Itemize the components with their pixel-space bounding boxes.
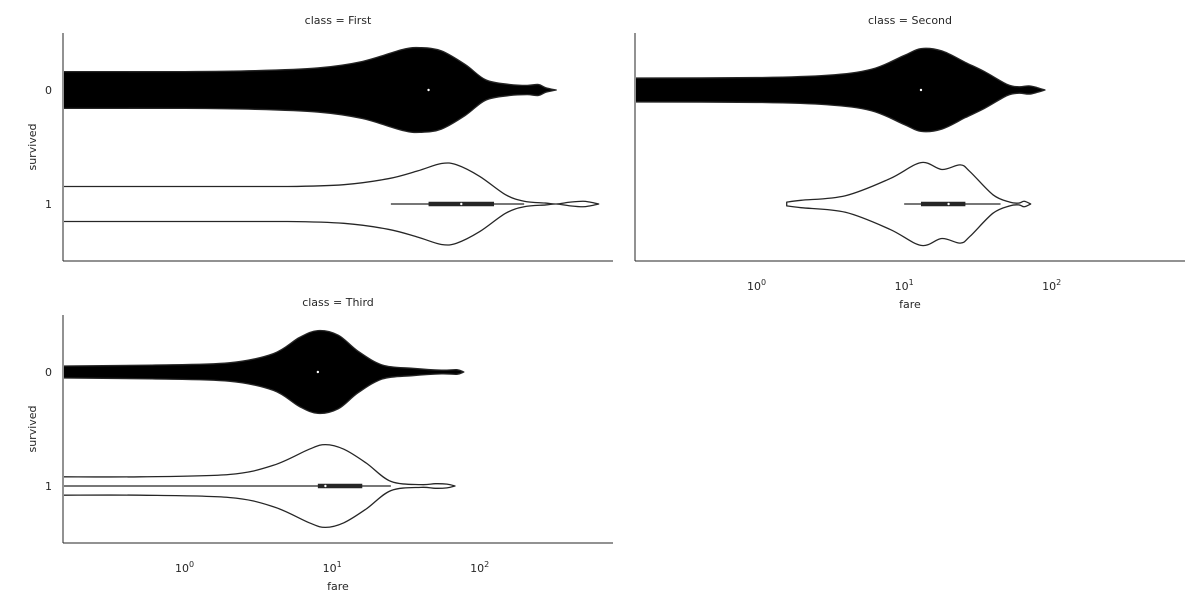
y-axis-label: survived [26,405,39,452]
x-axis-label: fare [899,298,921,311]
y-axis-label: survived [26,123,39,170]
y-tick-label: 1 [45,198,52,211]
x-tick-exponent: 0 [761,278,766,287]
x-tick-label: 100 [747,278,766,293]
x-tick-label: 100 [175,560,194,575]
x-tick-label: 102 [1042,278,1061,293]
x-tick-exponent: 0 [189,560,194,569]
violin-area [64,329,465,529]
median-marker [324,484,327,488]
violin-survived-1 [64,162,600,246]
x-tick-exponent: 1 [337,560,342,569]
x-axis-label: fare [327,580,349,593]
median-marker [919,88,923,92]
panel-title: class = Second [868,14,952,27]
violin-area [636,47,1046,247]
y-tick-label: 1 [45,480,52,493]
y-tick-label: 0 [45,84,52,97]
x-tick-label: 101 [895,278,914,293]
median-marker [460,202,463,206]
x-tick-label: 102 [470,560,489,575]
x-tick-exponent: 2 [484,560,489,569]
violin-survived-0 [64,329,465,415]
x-tick-label: 101 [323,560,342,575]
violin-area [64,46,600,246]
panel-1: class = First 0 1 survived [26,14,613,262]
x-tick-exponent: 2 [1056,278,1061,287]
median-marker [947,202,950,206]
y-tick-label: 0 [45,366,52,379]
violin-survived-0 [636,47,1046,133]
x-tick-exponent: 1 [909,278,914,287]
panel-title: class = First [305,14,372,27]
median-marker [427,88,430,92]
panel-title: class = Third [302,296,374,309]
violin-survived-0 [64,46,557,134]
median-marker [316,370,320,374]
